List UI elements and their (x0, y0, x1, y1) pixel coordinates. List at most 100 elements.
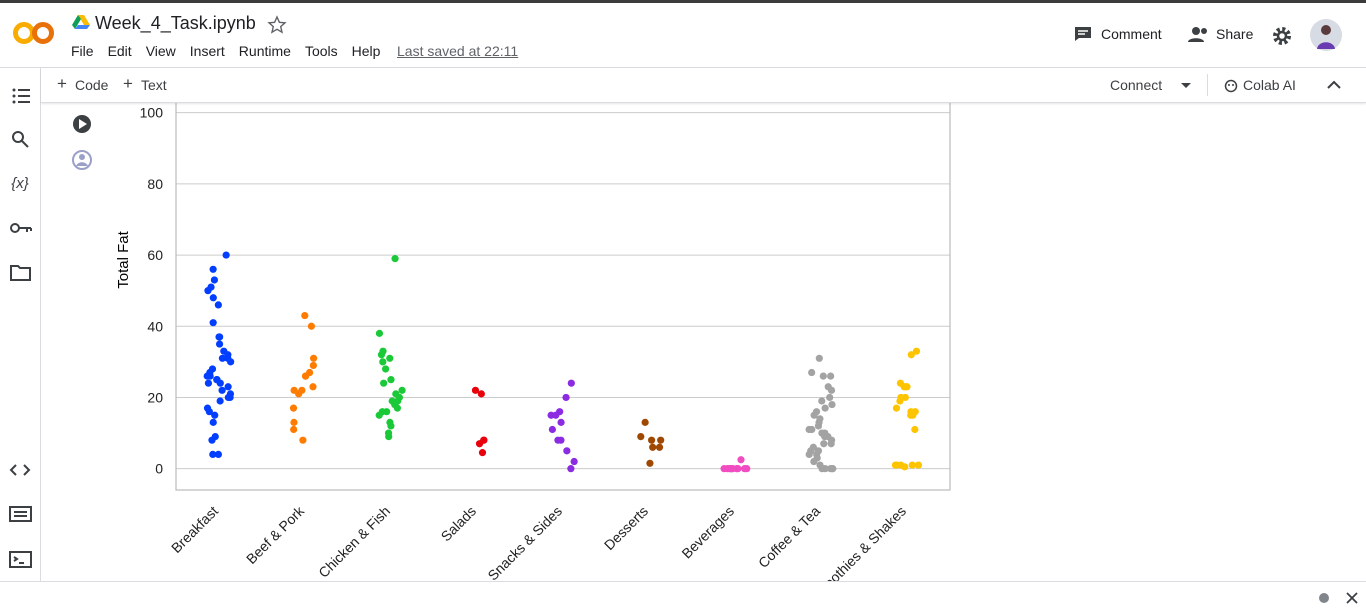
data-point (646, 459, 654, 467)
data-point (637, 433, 645, 441)
data-point (892, 404, 901, 412)
data-point (821, 433, 829, 441)
data-point (826, 465, 835, 473)
share-button[interactable]: Share (1216, 26, 1254, 42)
data-point (647, 436, 656, 444)
last-saved[interactable]: Last saved at 22:11 (397, 43, 519, 59)
data-point (301, 372, 310, 380)
plus-icon: + (57, 74, 67, 93)
data-point (827, 372, 835, 380)
data-point (562, 393, 570, 402)
data-point (393, 404, 401, 412)
data-point (908, 461, 916, 469)
data-point (214, 301, 222, 309)
files-icon[interactable] (10, 265, 31, 281)
menu-item[interactable]: Insert (189, 43, 225, 59)
menu-item[interactable]: Help (351, 43, 381, 59)
menu-item[interactable]: Runtime (238, 43, 291, 59)
top-border (0, 0, 1366, 3)
command-palette-icon[interactable] (9, 506, 32, 522)
y-tick-label: 20 (147, 389, 163, 405)
data-point (387, 376, 395, 384)
connect-button[interactable]: Connect (1110, 77, 1163, 93)
cell-avatar (72, 150, 92, 170)
x-tick-label: Beverages (678, 503, 737, 562)
data-point (911, 425, 919, 434)
comment-button[interactable]: Comment (1101, 26, 1162, 42)
data-point (216, 333, 224, 341)
data-point (896, 397, 904, 405)
data-point (828, 400, 836, 409)
data-point (209, 450, 217, 459)
data-point (567, 379, 575, 387)
data-point (210, 276, 219, 284)
data-point (819, 372, 827, 380)
data-point (209, 294, 217, 302)
data-point (821, 404, 829, 412)
toc-icon[interactable] (12, 88, 31, 104)
search-icon[interactable] (12, 131, 29, 148)
data-point (204, 287, 212, 295)
data-point (655, 443, 664, 451)
add-code[interactable]: Code (75, 77, 109, 93)
data-point (815, 354, 823, 362)
colab-ai-button[interactable]: Colab AI (1243, 77, 1296, 93)
y-tick-label: 60 (147, 247, 163, 263)
data-point (309, 354, 318, 362)
data-point (471, 386, 480, 394)
avatar[interactable] (1310, 19, 1342, 51)
data-point (218, 386, 226, 394)
data-point (391, 255, 399, 263)
data-point (216, 379, 224, 387)
data-point (383, 408, 391, 416)
secrets-icon[interactable] (10, 223, 32, 233)
add-text[interactable]: Text (141, 77, 167, 93)
data-point (737, 456, 745, 464)
data-point (290, 425, 298, 434)
colab-logo[interactable] (12, 18, 58, 48)
data-point (301, 311, 309, 320)
settings-icon[interactable] (1272, 26, 1292, 46)
menu-item[interactable]: Tools (304, 43, 338, 59)
y-tick-label: 0 (155, 461, 163, 477)
star-icon[interactable] (267, 15, 287, 35)
plot-frame (175, 103, 951, 491)
data-point (818, 465, 826, 473)
collapse-icon[interactable] (1327, 80, 1341, 90)
data-point (387, 422, 395, 430)
data-point (216, 397, 224, 405)
data-point (290, 418, 298, 426)
data-point (377, 351, 386, 359)
data-point (907, 411, 915, 419)
data-point (215, 340, 224, 348)
data-point (810, 411, 818, 419)
y-tick-label: 100 (140, 105, 164, 121)
data-point (208, 436, 216, 444)
notebook-title[interactable]: Week_4_Task.ipynb (95, 13, 256, 33)
data-point (218, 354, 227, 362)
terminal-icon[interactable] (9, 551, 32, 568)
menu-item[interactable]: View (145, 43, 176, 59)
data-point (808, 368, 816, 377)
data-point (211, 411, 219, 419)
data-point (309, 383, 317, 391)
snippets-icon[interactable] (9, 464, 31, 476)
share-icon (1188, 27, 1207, 42)
dropdown-icon[interactable] (1180, 82, 1192, 90)
data-point (307, 322, 315, 330)
data-point (309, 361, 317, 370)
drive-icon (72, 15, 90, 29)
menu-item[interactable]: File (71, 43, 94, 59)
data-point (912, 347, 921, 355)
variables-icon[interactable]: {x} (11, 175, 29, 192)
y-tick-label: 80 (147, 176, 163, 192)
data-point (810, 457, 818, 466)
data-point (820, 440, 828, 448)
toolbar: + Code + Text Connect Colab AI (41, 68, 1366, 103)
data-point (826, 393, 834, 402)
status-icons (1319, 592, 1358, 604)
menu-item[interactable]: Edit (107, 43, 132, 59)
data-point (205, 408, 213, 416)
data-point (892, 461, 901, 469)
